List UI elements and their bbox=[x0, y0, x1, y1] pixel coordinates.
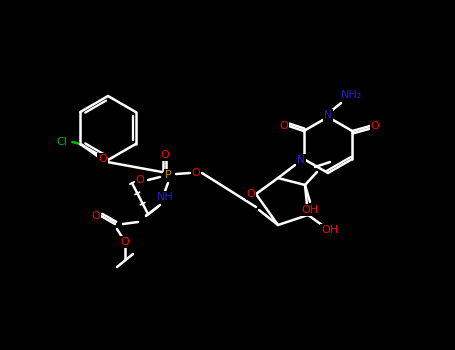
Text: O: O bbox=[91, 211, 101, 221]
Text: O: O bbox=[161, 150, 169, 160]
Text: N: N bbox=[297, 155, 305, 165]
Text: NH₂: NH₂ bbox=[340, 90, 362, 100]
Text: O: O bbox=[98, 154, 106, 164]
Text: O: O bbox=[136, 175, 144, 185]
Text: NH: NH bbox=[157, 192, 173, 202]
Text: OH: OH bbox=[321, 225, 339, 235]
Text: O: O bbox=[279, 121, 288, 131]
Text: O: O bbox=[121, 237, 129, 247]
Text: OH: OH bbox=[301, 205, 318, 215]
Text: Cl: Cl bbox=[57, 137, 68, 147]
Text: P: P bbox=[165, 170, 172, 180]
Text: O: O bbox=[371, 121, 379, 131]
Text: O: O bbox=[247, 189, 255, 199]
Text: O: O bbox=[192, 168, 200, 178]
Text: N: N bbox=[324, 110, 332, 120]
